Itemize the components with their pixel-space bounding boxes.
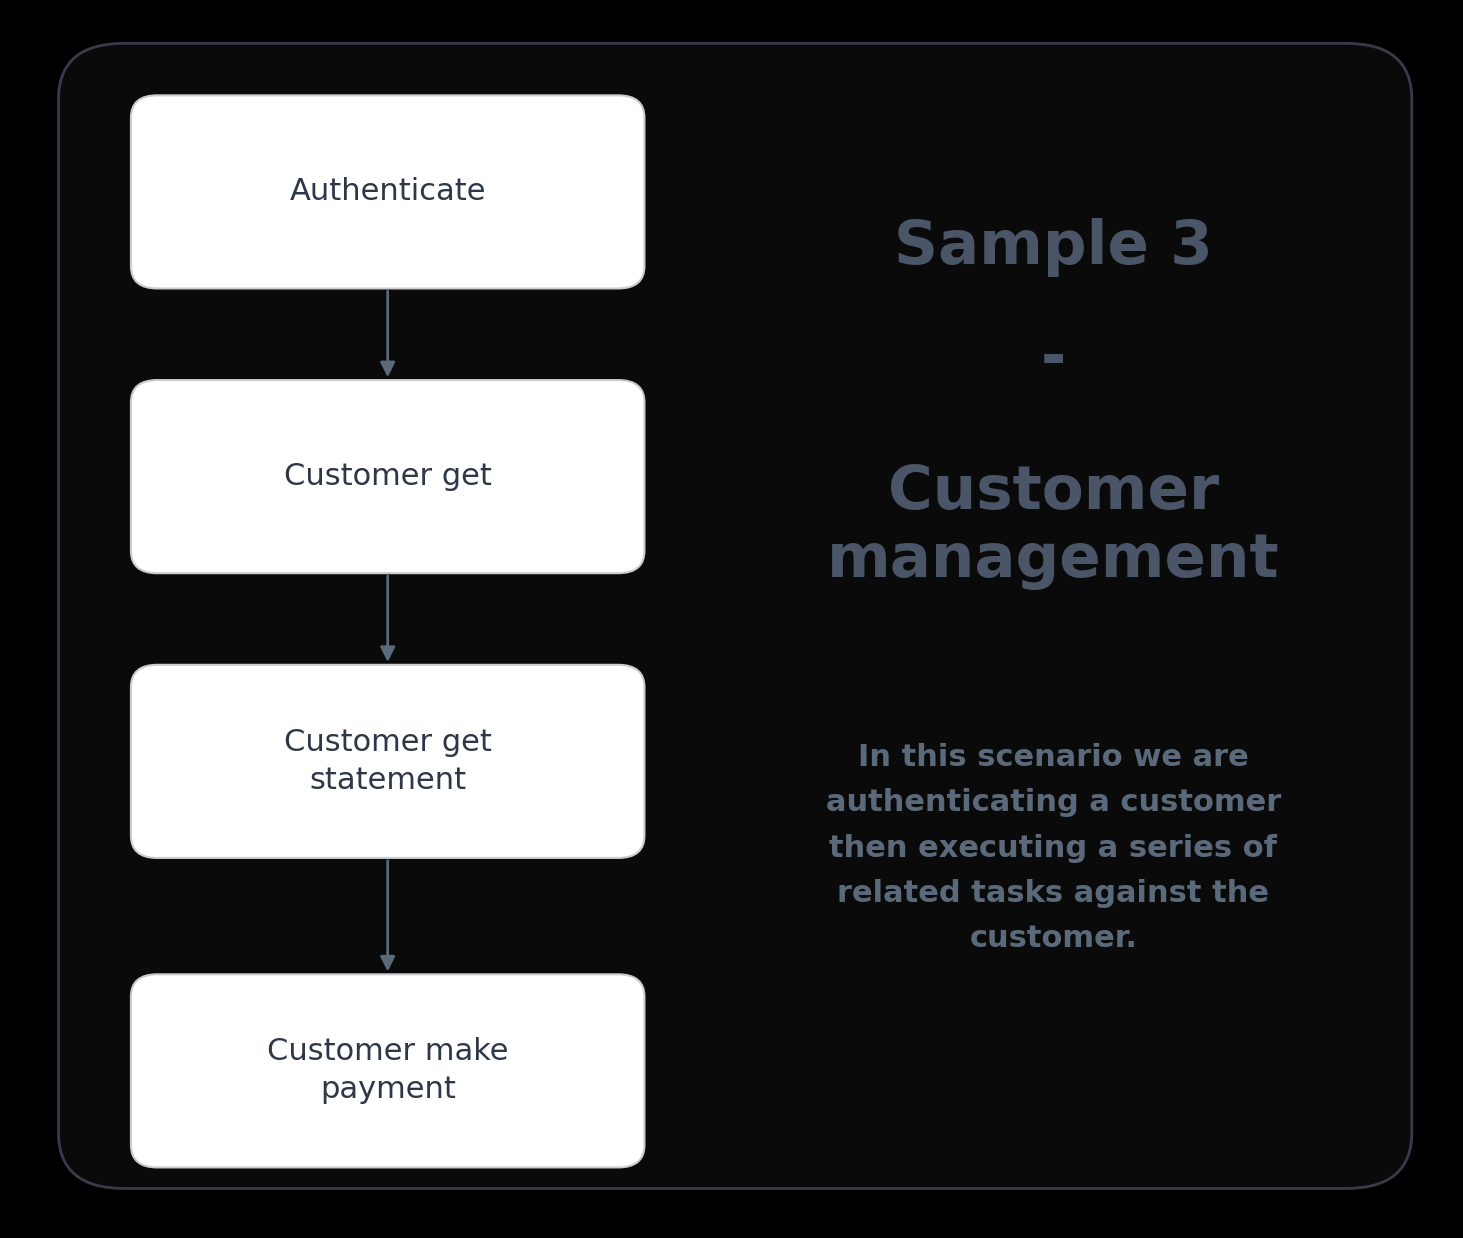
FancyBboxPatch shape — [132, 974, 645, 1167]
Text: Customer get
statement: Customer get statement — [284, 728, 492, 795]
FancyBboxPatch shape — [132, 380, 645, 573]
Text: In this scenario we are
authenticating a customer
then executing a series of
rel: In this scenario we are authenticating a… — [825, 743, 1282, 953]
Text: Customer
management: Customer management — [827, 463, 1280, 589]
Text: Customer make
payment: Customer make payment — [266, 1037, 509, 1104]
FancyBboxPatch shape — [132, 665, 645, 858]
FancyBboxPatch shape — [132, 95, 645, 288]
Text: Sample 3: Sample 3 — [894, 218, 1213, 277]
Text: Authenticate: Authenticate — [290, 177, 486, 207]
FancyBboxPatch shape — [59, 43, 1412, 1188]
Text: Customer get: Customer get — [284, 462, 492, 491]
Text: -: - — [1040, 329, 1067, 389]
